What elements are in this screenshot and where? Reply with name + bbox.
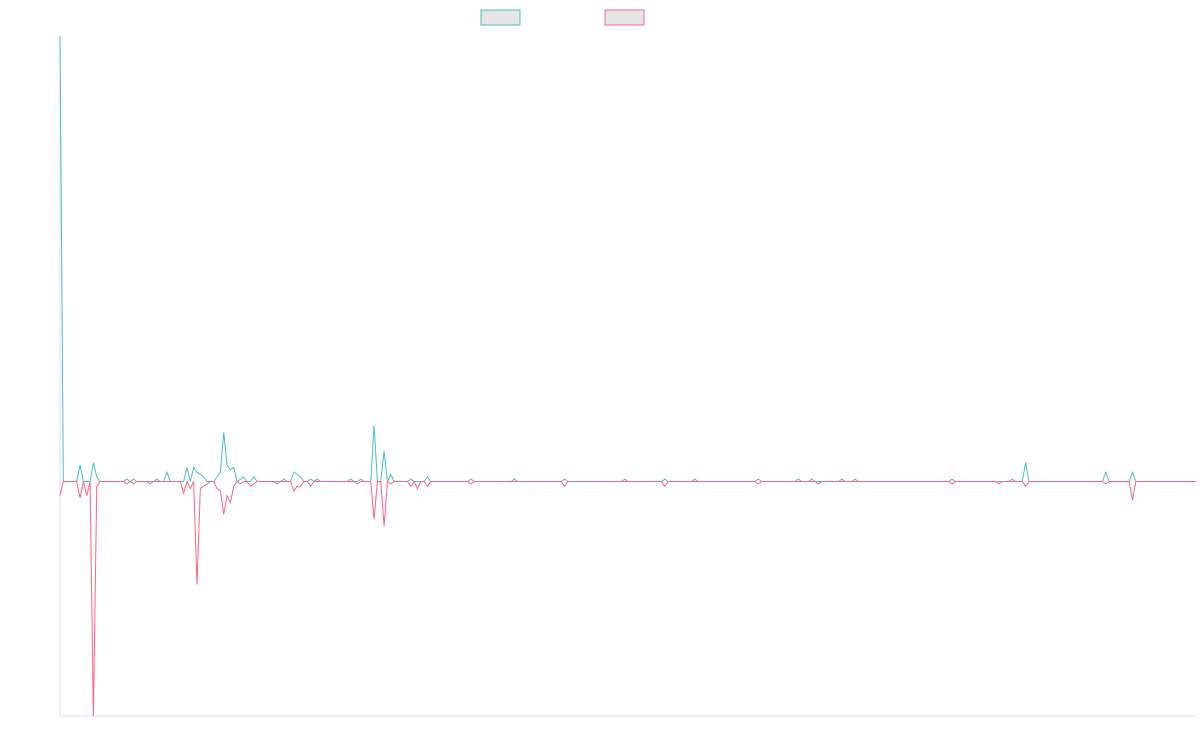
legend-swatch-2[interactable] [604,9,645,26]
axes [59,36,1196,717]
series-line-1 [59,35,1196,484]
legend[interactable] [480,9,645,26]
legend-swatch-1[interactable] [480,9,521,26]
series-line-2 [59,480,1196,717]
plot-area [59,35,1196,717]
